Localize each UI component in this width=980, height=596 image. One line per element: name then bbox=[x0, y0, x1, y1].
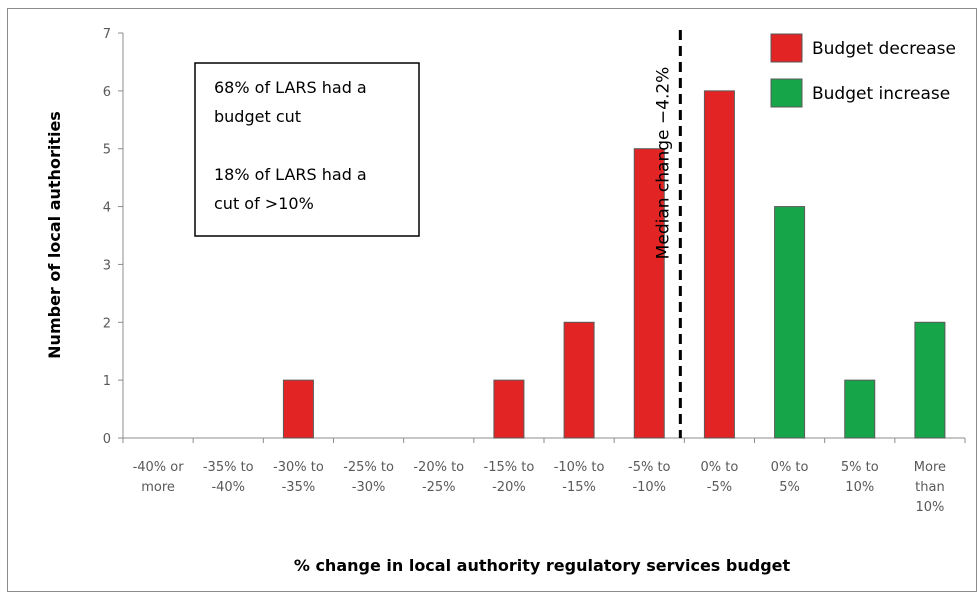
legend-label-increase: Budget increase bbox=[812, 84, 950, 104]
bar bbox=[282, 379, 314, 439]
legend-swatch-decrease bbox=[770, 33, 803, 63]
y-tick-label: 6 bbox=[103, 85, 111, 100]
y-axis-title: Number of local authorities bbox=[45, 111, 64, 359]
y-tick-label: 5 bbox=[103, 143, 111, 158]
y-tick-label: 2 bbox=[103, 316, 111, 331]
median-label: Median change −4.2% bbox=[653, 67, 673, 260]
x-tick-label: 5% to 10% bbox=[841, 460, 879, 495]
summary-note: 68% of LARS had a budget cut 18% of LARS h… bbox=[194, 62, 420, 237]
x-tick-label: -40% or more bbox=[133, 460, 185, 495]
chart-frame bbox=[7, 8, 977, 592]
note-line: cut of >10% bbox=[214, 194, 314, 213]
bar bbox=[563, 321, 595, 439]
x-tick-label: -10% to -15% bbox=[554, 460, 605, 495]
y-tick-label: 4 bbox=[103, 201, 111, 216]
note-box bbox=[194, 62, 420, 237]
x-axis-title: % change in local authority regulatory s… bbox=[294, 556, 791, 575]
x-tick-label: More than 10% bbox=[914, 460, 946, 515]
y-axis: 0 1 2 3 4 5 6 7 bbox=[103, 27, 124, 447]
x-tick-label: -30% to -35% bbox=[273, 460, 324, 495]
x-tick-label: -5% to -10% bbox=[628, 460, 671, 495]
note-line: 18% of LARS had a bbox=[214, 165, 367, 184]
y-tick-label: 1 bbox=[103, 374, 111, 389]
bar bbox=[774, 206, 806, 439]
legend-label-decrease: Budget decrease bbox=[812, 39, 956, 59]
note-line: 68% of LARS had a bbox=[214, 78, 367, 97]
x-tick-label: -15% to -20% bbox=[484, 460, 535, 495]
bar bbox=[493, 379, 525, 439]
x-tick-label: -35% to -40% bbox=[203, 460, 254, 495]
x-tick-label: 0% to -5% bbox=[701, 460, 739, 495]
y-tick-label: 7 bbox=[103, 27, 111, 42]
y-tick-label: 0 bbox=[103, 432, 111, 447]
bars bbox=[282, 90, 946, 439]
legend-swatch-increase bbox=[770, 78, 803, 108]
bar bbox=[703, 90, 735, 439]
median-marker: Median change −4.2% bbox=[653, 30, 682, 438]
y-tick-label: 3 bbox=[103, 258, 111, 273]
x-tick-label: -25% to -30% bbox=[343, 460, 394, 495]
bar bbox=[844, 379, 876, 439]
bar bbox=[914, 321, 946, 439]
note-line: budget cut bbox=[214, 107, 301, 126]
x-axis: -40% or more -35% to -40% -30% to -35% -25% to… bbox=[122, 437, 966, 515]
x-tick-label: -20% to -25% bbox=[413, 460, 464, 495]
bar bbox=[633, 148, 665, 439]
legend: Budget decrease Budget increase bbox=[770, 33, 956, 108]
x-tick-label: 0% to 5% bbox=[771, 460, 809, 495]
